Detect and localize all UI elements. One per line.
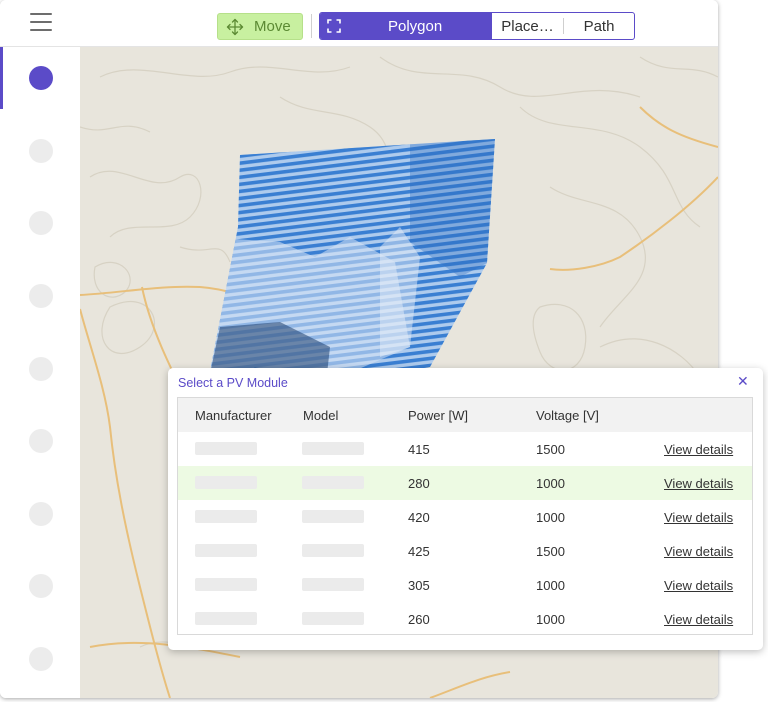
table-row[interactable]: 425 1500 View details xyxy=(178,534,752,568)
polygon-tool-button[interactable]: Polygon xyxy=(320,13,492,39)
voltage-cell: 1000 xyxy=(536,476,565,491)
place-tool-button[interactable]: Place… xyxy=(492,13,563,39)
sidebar xyxy=(0,47,80,698)
column-header-model: Model xyxy=(303,408,339,423)
model-placeholder xyxy=(302,476,364,489)
polygon-tool-label: Polygon xyxy=(388,18,443,35)
sidebar-item-2[interactable] xyxy=(29,139,53,163)
voltage-cell: 1000 xyxy=(536,510,565,525)
voltage-cell: 1500 xyxy=(536,544,565,559)
toolbar-divider xyxy=(311,14,312,38)
sidebar-item-9[interactable] xyxy=(29,647,53,671)
manufacturer-placeholder xyxy=(195,544,257,557)
model-placeholder xyxy=(302,612,364,625)
table-row[interactable]: 260 1000 View details xyxy=(178,602,752,634)
pv-module-table: Manufacturer Model Power [W] Voltage [V]… xyxy=(177,397,753,635)
model-placeholder xyxy=(302,442,364,455)
sidebar-item-5[interactable] xyxy=(29,357,53,381)
sidebar-item-4[interactable] xyxy=(29,284,53,308)
view-details-link[interactable]: View details xyxy=(664,544,734,559)
voltage-cell: 1500 xyxy=(536,442,565,457)
power-cell: 425 xyxy=(408,544,430,559)
power-cell: 305 xyxy=(408,578,430,593)
close-icon[interactable]: ✕ xyxy=(737,373,749,389)
column-header-voltage: Voltage [V] xyxy=(536,408,599,423)
segment-divider xyxy=(563,18,564,34)
menu-icon[interactable] xyxy=(30,13,52,31)
table-row-highlighted[interactable]: 280 1000 View details xyxy=(178,466,752,500)
power-cell: 280 xyxy=(408,476,430,491)
manufacturer-placeholder xyxy=(195,510,257,523)
table-header: Manufacturer Model Power [W] Voltage [V] xyxy=(178,398,752,432)
power-cell: 260 xyxy=(408,612,430,627)
power-cell: 420 xyxy=(408,510,430,525)
view-details-link[interactable]: View details xyxy=(664,476,734,491)
sidebar-item-8[interactable] xyxy=(29,574,53,598)
sidebar-item-7[interactable] xyxy=(29,502,53,526)
draw-tool-selector: Polygon Place… Path xyxy=(319,12,635,40)
pv-module-panel: Select a PV Module ✕ Manufacturer Model … xyxy=(168,368,763,650)
sidebar-item-6[interactable] xyxy=(29,429,53,453)
sidebar-active-indicator xyxy=(0,47,3,109)
move-label: Move xyxy=(254,18,291,35)
table-row[interactable]: 305 1000 View details xyxy=(178,568,752,602)
view-details-link[interactable]: View details xyxy=(664,612,734,627)
column-header-power: Power [W] xyxy=(408,408,468,423)
sidebar-item-3[interactable] xyxy=(29,211,53,235)
path-tool-button[interactable]: Path xyxy=(564,13,634,39)
move-button[interactable]: Move xyxy=(217,13,303,40)
move-icon xyxy=(226,18,244,35)
manufacturer-placeholder xyxy=(195,476,257,489)
table-row[interactable]: 415 1500 View details xyxy=(178,432,752,466)
view-details-link[interactable]: View details xyxy=(664,510,734,525)
manufacturer-placeholder xyxy=(195,578,257,591)
toolbar: Move Polygon Place… Path xyxy=(0,0,718,47)
panel-title: Select a PV Module xyxy=(178,376,288,390)
voltage-cell: 1000 xyxy=(536,612,565,627)
view-details-link[interactable]: View details xyxy=(664,578,734,593)
model-placeholder xyxy=(302,578,364,591)
model-placeholder xyxy=(302,544,364,557)
table-row[interactable]: 420 1000 View details xyxy=(178,500,752,534)
select-frame-icon xyxy=(327,19,341,33)
model-placeholder xyxy=(302,510,364,523)
place-tool-label: Place… xyxy=(501,17,554,35)
manufacturer-placeholder xyxy=(195,612,257,625)
view-details-link[interactable]: View details xyxy=(664,442,734,457)
map-layer xyxy=(80,56,718,698)
power-cell: 415 xyxy=(408,442,430,457)
sidebar-item-1[interactable] xyxy=(29,66,53,90)
column-header-manufacturer: Manufacturer xyxy=(195,408,272,423)
manufacturer-placeholder xyxy=(195,442,257,455)
path-tool-label: Path xyxy=(583,17,615,35)
voltage-cell: 1000 xyxy=(536,578,565,593)
